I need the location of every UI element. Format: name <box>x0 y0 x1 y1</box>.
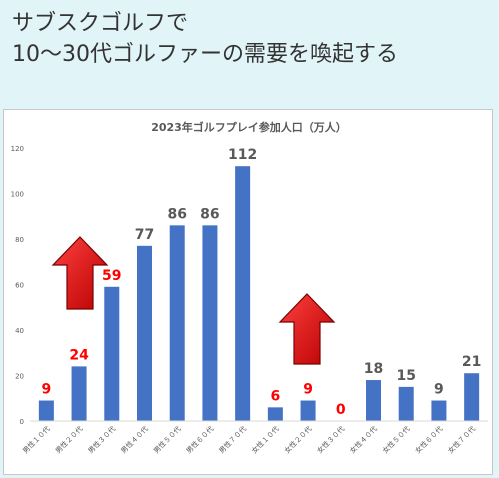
x-axis: 男性１０代 男性２０代 男性３０代 男性４０代 男性５０代 男性６０代 男性７０代 女性１０代… <box>21 420 488 455</box>
bar <box>300 400 316 421</box>
bar <box>137 245 152 421</box>
bar-value-label: 59 <box>102 268 121 284</box>
y-tick-label: 80 <box>15 236 24 244</box>
up-arrow-icon <box>51 236 109 310</box>
x-tick-label: 男性４０代 <box>119 424 150 455</box>
chart-title: 2023年ゴルフプレイ参加人口（万人） <box>151 120 347 134</box>
bar-value-label: 9 <box>434 382 444 398</box>
bar <box>464 373 480 421</box>
bar-value-label: 9 <box>41 382 51 398</box>
bar-value-label: 0 <box>336 402 346 418</box>
annotations <box>51 236 336 365</box>
x-tick-label: 女性６０代 <box>413 424 444 455</box>
bar <box>235 166 251 421</box>
bar <box>431 400 447 421</box>
bar <box>169 225 185 421</box>
x-tick-label: 男性３０代 <box>86 424 117 455</box>
bars <box>38 166 480 421</box>
bar <box>267 407 283 421</box>
bar <box>71 366 87 421</box>
bar <box>104 286 120 421</box>
x-tick-label: 男性７０代 <box>217 424 248 455</box>
value-labels: 9 24 59 77 86 86 112 6 9 0 18 15 9 21 <box>41 147 481 418</box>
bar-value-label: 18 <box>364 361 383 377</box>
y-tick-label: 120 <box>11 145 24 153</box>
y-tick-label: 40 <box>15 327 24 335</box>
bar-value-label: 77 <box>135 227 154 243</box>
bar-value-label: 112 <box>228 147 257 163</box>
x-tick-label: 女性４０代 <box>348 424 379 455</box>
y-tick-label: 60 <box>15 282 24 290</box>
bar-value-label: 6 <box>270 388 280 404</box>
bar <box>366 380 381 421</box>
bar-value-label: 86 <box>167 206 186 222</box>
x-tick-label: 女性１０代 <box>250 424 281 455</box>
bar-value-label: 15 <box>396 368 415 384</box>
bar <box>38 400 54 421</box>
bar-value-label: 24 <box>69 347 89 363</box>
x-tick-label: 男性１０代 <box>21 424 52 455</box>
bar-value-label: 86 <box>200 206 219 222</box>
x-tick-label: 女性３０代 <box>315 424 346 455</box>
headline: サブスクゴルフで 10〜30代ゴルファーの需要を喚起する <box>12 8 398 70</box>
x-tick-label: 男性２０代 <box>53 424 84 455</box>
x-tick-label: 女性７０代 <box>446 424 477 455</box>
y-tick-label: 0 <box>20 418 24 426</box>
headline-line-1: サブスクゴルフで <box>12 11 189 36</box>
x-tick-label: 女性２０代 <box>282 424 313 455</box>
bar-value-label: 9 <box>303 382 313 398</box>
x-tick-label: 女性５０代 <box>381 424 412 455</box>
bar-value-label: 21 <box>462 354 481 370</box>
x-tick-label: 男性５０代 <box>152 424 183 455</box>
bar <box>398 386 414 421</box>
x-tick-label: 男性６０代 <box>184 424 215 455</box>
headline-line-2: 10〜30代ゴルファーの需要を喚起する <box>12 42 398 67</box>
y-tick-label: 20 <box>15 373 24 381</box>
up-arrow-icon <box>278 293 336 365</box>
y-axis: 0 20 40 60 80 100 120 <box>11 145 24 426</box>
y-tick-label: 100 <box>11 191 24 199</box>
bar <box>202 225 218 421</box>
chart-panel: 2023年ゴルフプレイ参加人口（万人） 0 20 40 60 80 100 120 9 24 5… <box>3 109 493 475</box>
